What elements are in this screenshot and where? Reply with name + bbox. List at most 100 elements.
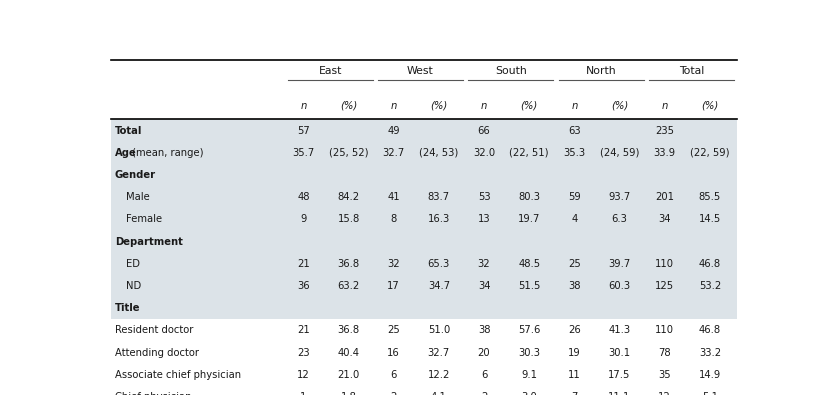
- Text: 15.8: 15.8: [337, 214, 360, 224]
- Text: ED: ED: [127, 259, 141, 269]
- Text: 9.1: 9.1: [521, 370, 538, 380]
- Text: 12.2: 12.2: [428, 370, 450, 380]
- Text: (24, 59): (24, 59): [600, 148, 639, 158]
- Bar: [111, 164, 737, 186]
- Text: 11: 11: [568, 370, 581, 380]
- Text: 38: 38: [568, 281, 581, 291]
- Text: 35.3: 35.3: [563, 148, 586, 158]
- Text: Associate chief physician: Associate chief physician: [115, 370, 241, 380]
- Text: 63: 63: [568, 126, 581, 135]
- Text: 11.1: 11.1: [609, 392, 631, 395]
- Bar: [111, 386, 737, 395]
- Text: Total: Total: [115, 126, 142, 135]
- Text: n: n: [571, 101, 577, 111]
- Text: 93.7: 93.7: [609, 192, 631, 202]
- Text: n: n: [480, 101, 487, 111]
- Text: 84.2: 84.2: [337, 192, 360, 202]
- Text: 30.1: 30.1: [609, 348, 630, 357]
- Text: 5.1: 5.1: [702, 392, 718, 395]
- Text: 16: 16: [387, 348, 400, 357]
- Text: 80.3: 80.3: [519, 192, 540, 202]
- Text: 63.2: 63.2: [337, 281, 360, 291]
- Text: 65.3: 65.3: [428, 259, 450, 269]
- Text: Chief physician: Chief physician: [115, 392, 191, 395]
- Text: 32.7: 32.7: [383, 148, 405, 158]
- Text: 51.0: 51.0: [428, 325, 450, 335]
- Text: 32: 32: [387, 259, 400, 269]
- Text: (24, 53): (24, 53): [419, 148, 458, 158]
- Text: 59: 59: [568, 192, 581, 202]
- Text: 19: 19: [568, 348, 581, 357]
- Text: (%): (%): [611, 101, 629, 111]
- Text: 20: 20: [478, 348, 490, 357]
- Text: (%): (%): [430, 101, 447, 111]
- Text: 21.0: 21.0: [337, 370, 360, 380]
- Text: 66: 66: [478, 126, 490, 135]
- Text: Age: Age: [115, 148, 136, 158]
- Text: n: n: [300, 101, 307, 111]
- Text: Attending doctor: Attending doctor: [115, 348, 199, 357]
- Text: 46.8: 46.8: [699, 259, 721, 269]
- Text: 14.9: 14.9: [699, 370, 721, 380]
- Text: 21: 21: [297, 259, 310, 269]
- Bar: [111, 275, 737, 297]
- Text: 12: 12: [297, 370, 310, 380]
- Text: 16.3: 16.3: [428, 214, 450, 224]
- Text: n: n: [662, 101, 668, 111]
- Text: 40.4: 40.4: [337, 348, 360, 357]
- Bar: [111, 231, 737, 253]
- Bar: [111, 208, 737, 231]
- Text: Male: Male: [127, 192, 151, 202]
- Text: 23: 23: [297, 348, 309, 357]
- Text: 1: 1: [300, 392, 307, 395]
- Text: 32.0: 32.0: [473, 148, 495, 158]
- Text: 4: 4: [571, 214, 577, 224]
- Bar: [111, 297, 737, 319]
- Text: 125: 125: [655, 281, 674, 291]
- Text: (%): (%): [701, 101, 719, 111]
- Text: 41.3: 41.3: [609, 325, 630, 335]
- Text: 1.8: 1.8: [341, 392, 356, 395]
- Text: Department: Department: [115, 237, 183, 246]
- Text: 25: 25: [387, 325, 400, 335]
- Text: 57.6: 57.6: [518, 325, 540, 335]
- Text: 9: 9: [300, 214, 307, 224]
- Text: 85.5: 85.5: [699, 192, 721, 202]
- Text: Female: Female: [127, 214, 163, 224]
- Text: 48.5: 48.5: [519, 259, 540, 269]
- Text: 235: 235: [655, 126, 674, 135]
- Text: 13: 13: [478, 214, 490, 224]
- Text: 2: 2: [390, 392, 397, 395]
- Text: 36.8: 36.8: [337, 325, 360, 335]
- Text: Total: Total: [679, 66, 704, 76]
- Bar: [111, 253, 737, 275]
- Text: (22, 59): (22, 59): [690, 148, 729, 158]
- Bar: [111, 186, 737, 208]
- Text: 83.7: 83.7: [428, 192, 450, 202]
- Bar: [111, 142, 737, 164]
- Text: Title: Title: [115, 303, 141, 313]
- Text: 6.3: 6.3: [612, 214, 628, 224]
- Bar: [111, 364, 737, 386]
- Text: 12: 12: [658, 392, 671, 395]
- Text: 51.5: 51.5: [518, 281, 540, 291]
- Text: 46.8: 46.8: [699, 325, 721, 335]
- Text: 201: 201: [655, 192, 674, 202]
- Text: North: North: [586, 66, 616, 76]
- Bar: [111, 60, 737, 94]
- Text: 78: 78: [658, 348, 671, 357]
- Text: 21: 21: [297, 325, 310, 335]
- Text: 39.7: 39.7: [609, 259, 631, 269]
- Text: 32: 32: [478, 259, 490, 269]
- Bar: [111, 319, 737, 342]
- Text: 35: 35: [658, 370, 671, 380]
- Text: 26: 26: [568, 325, 581, 335]
- Text: 36.8: 36.8: [337, 259, 360, 269]
- Text: 57: 57: [297, 126, 310, 135]
- Text: 17: 17: [387, 281, 400, 291]
- Text: 7: 7: [571, 392, 577, 395]
- Text: 19.7: 19.7: [518, 214, 540, 224]
- Text: (%): (%): [340, 101, 357, 111]
- Text: West: West: [407, 66, 434, 76]
- Text: 2: 2: [480, 392, 487, 395]
